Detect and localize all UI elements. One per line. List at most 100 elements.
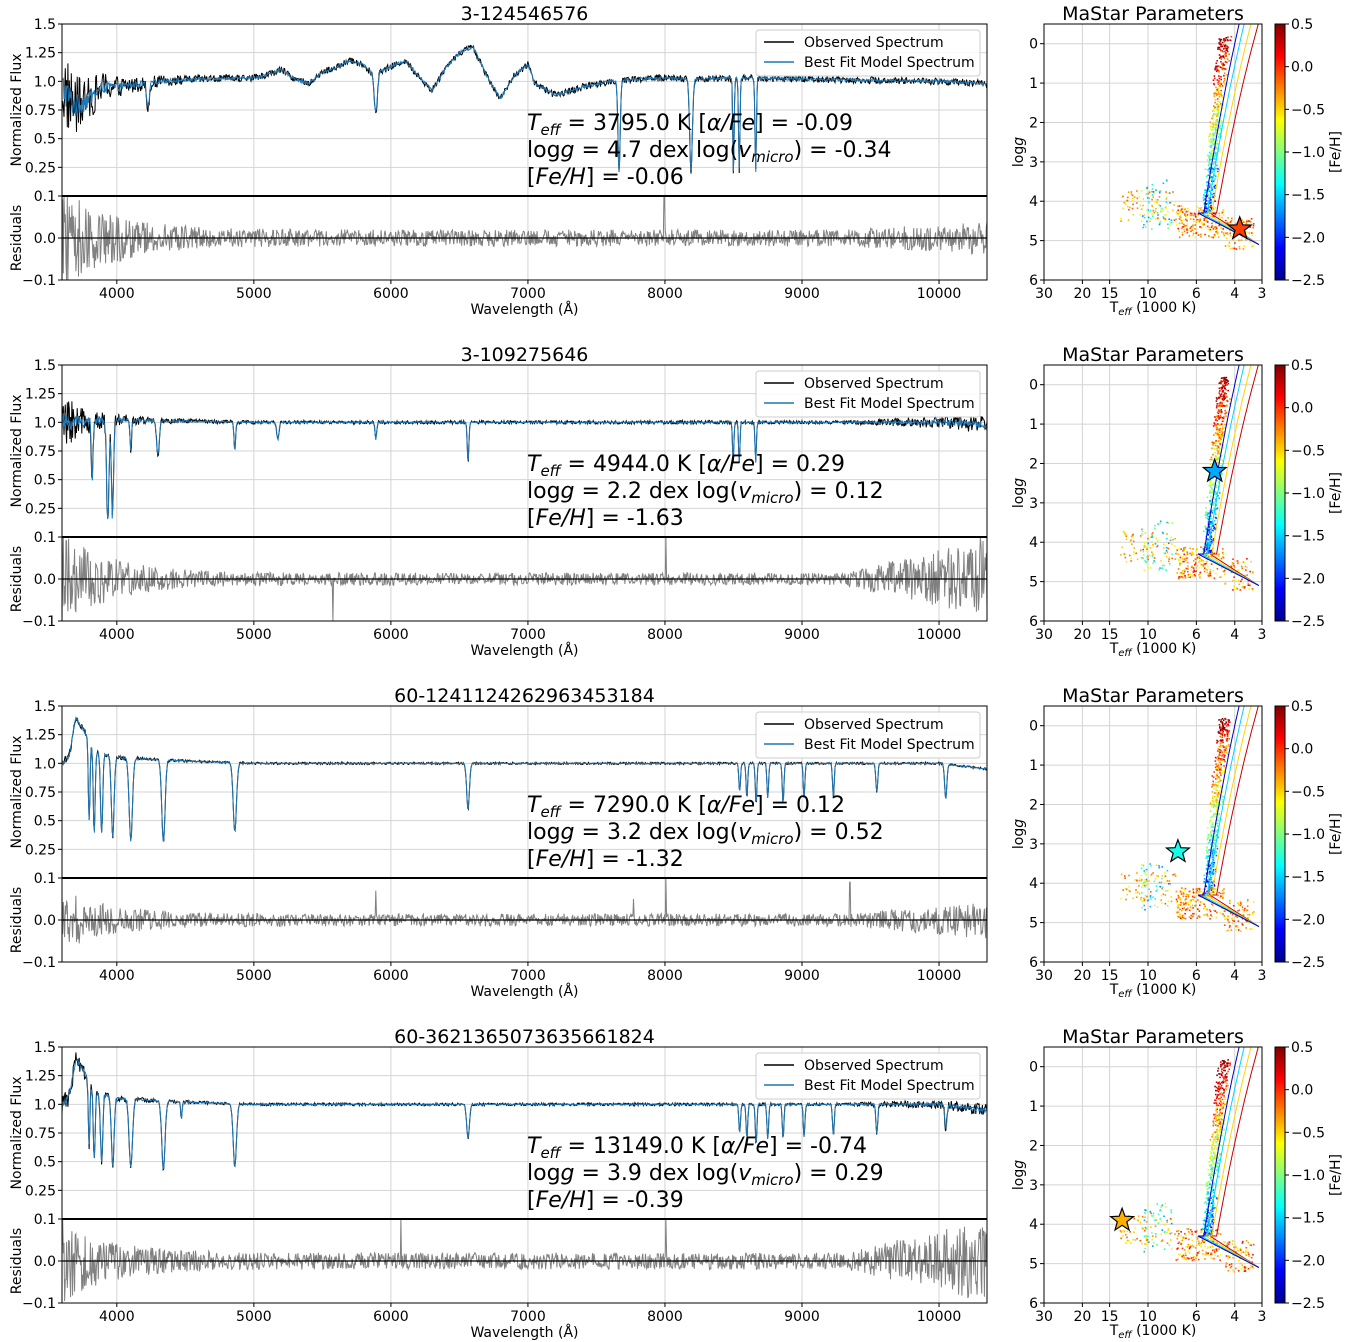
hr-star-dot — [1210, 208, 1213, 210]
hr-star-dot — [1195, 221, 1197, 224]
hr-star-dot — [1217, 1140, 1219, 1143]
hr-star-dot — [1226, 237, 1228, 239]
hr-star-dot — [1144, 881, 1146, 883]
hr-star-dot — [1210, 1175, 1212, 1177]
hr-star-dot — [1223, 64, 1226, 66]
hr-star-dot — [1216, 1162, 1218, 1164]
residual-ytick-label: 0.0 — [34, 231, 56, 247]
hr-star-dot — [1213, 448, 1215, 450]
hr-star-dot — [1220, 217, 1222, 219]
hr-star-dot — [1209, 132, 1211, 135]
hr-star-dot — [1210, 536, 1213, 539]
hr-star-dot — [1214, 127, 1217, 130]
hr-star-dot — [1220, 763, 1222, 766]
hr-star-dot — [1212, 524, 1215, 526]
hr-star-dot — [1184, 208, 1187, 210]
hr-star-dot — [1222, 1081, 1224, 1084]
hr-star-dot — [1226, 222, 1229, 224]
hr-star-dot — [1179, 890, 1182, 893]
hr-star-dot — [1183, 903, 1185, 906]
hr-star-dot — [1195, 570, 1197, 572]
hr-star-dot — [1244, 574, 1246, 577]
hr-star-dot — [1214, 888, 1216, 890]
hr-star-dot — [1215, 484, 1218, 487]
hr-star-dot — [1139, 204, 1142, 207]
hr-ytick-label: 5 — [1029, 234, 1038, 250]
hr-star-dot — [1211, 1214, 1213, 1216]
hr-star-dot — [1224, 1081, 1226, 1083]
hr-star-dot — [1184, 912, 1186, 915]
hr-star-dot — [1188, 235, 1191, 237]
xtick-label: 6000 — [373, 286, 409, 302]
hr-star-dot — [1161, 1229, 1164, 1231]
hr-star-dot — [1211, 915, 1213, 918]
hr-star-dot — [1176, 905, 1179, 907]
hr-star-dot — [1223, 774, 1225, 776]
hr-star-dot — [1216, 845, 1218, 847]
hr-star-dot — [1201, 1239, 1204, 1241]
hr-star-dot — [1142, 882, 1145, 884]
hr-ytick-label: 3 — [1029, 155, 1038, 171]
hr-star-dot — [1222, 1067, 1225, 1069]
hr-star-dot — [1212, 523, 1214, 525]
hr-star-dot — [1191, 1239, 1194, 1242]
hr-xtick-label: 4 — [1230, 627, 1239, 643]
hr-star-dot — [1218, 1248, 1220, 1250]
hr-star-dot — [1220, 1086, 1222, 1089]
hr-star-dot — [1229, 925, 1231, 927]
hr-star-dot — [1250, 221, 1252, 223]
hr-star-dot — [1221, 1103, 1223, 1106]
hr-star-dot — [1223, 416, 1225, 418]
hr-star-dot — [1209, 489, 1211, 492]
hr-star-dot — [1228, 245, 1231, 247]
hr-star-dot — [1149, 863, 1151, 865]
hr-ytick-label: 2 — [1029, 456, 1038, 472]
hr-star-dot — [1217, 91, 1220, 93]
hr-y-axis-label: logg — [1011, 478, 1027, 508]
hr-star-dot — [1188, 1257, 1191, 1260]
hr-star-dot — [1191, 575, 1194, 577]
hr-star-dot — [1216, 1119, 1218, 1121]
hr-star-dot — [1184, 909, 1187, 911]
hr-star-dot — [1125, 898, 1127, 901]
hr-star-dot — [1223, 765, 1225, 767]
annotation-logg-vmicro: logg = 4.7 dex log(vmicro) = -0.34 — [527, 138, 892, 166]
hr-star-dot — [1185, 215, 1188, 218]
hr-star-dot — [1221, 732, 1224, 734]
hr-star-dot — [1194, 905, 1196, 907]
hr-star-dot — [1163, 1223, 1166, 1226]
hr-star-dot — [1223, 72, 1226, 75]
hr-star-dot — [1220, 44, 1222, 46]
hr-star-dot — [1210, 1159, 1212, 1161]
hr-star-dot — [1212, 891, 1214, 893]
hr-ytick-label: 6 — [1029, 1296, 1038, 1312]
flux-ytick-label: 0.25 — [25, 501, 56, 517]
hr-star-dot — [1217, 170, 1219, 173]
hr-star-dot — [1214, 783, 1216, 786]
hr-star-dot — [1219, 771, 1221, 774]
hr-star-dot — [1221, 45, 1223, 48]
hr-star-dot — [1194, 214, 1197, 216]
hr-star-dot — [1197, 220, 1199, 222]
hr-star-dot — [1215, 796, 1217, 798]
hr-star-dot — [1211, 193, 1213, 196]
hr-star-dot — [1121, 196, 1123, 198]
hr-star-dot — [1187, 895, 1190, 898]
hr-star-dot — [1147, 216, 1150, 219]
hr-star-dot — [1224, 1103, 1226, 1106]
hr-star-dot — [1144, 1209, 1146, 1211]
hr-star-dot — [1218, 1115, 1221, 1117]
hr-star-dot — [1218, 1073, 1220, 1075]
hr-star-dot — [1181, 226, 1184, 228]
hr-xtick-label: 15 — [1101, 968, 1119, 984]
hr-star-dot — [1144, 908, 1146, 911]
hr-star-dot — [1133, 1231, 1135, 1234]
hr-star-dot — [1234, 1244, 1237, 1247]
hr-star-dot — [1214, 441, 1216, 443]
hr-star-dot — [1219, 92, 1221, 94]
hr-star-dot — [1224, 1076, 1227, 1078]
hr-star-dot — [1197, 908, 1199, 910]
hr-star-dot — [1184, 577, 1187, 579]
hr-star-dot — [1214, 1249, 1216, 1251]
hr-star-dot — [1208, 1213, 1211, 1216]
